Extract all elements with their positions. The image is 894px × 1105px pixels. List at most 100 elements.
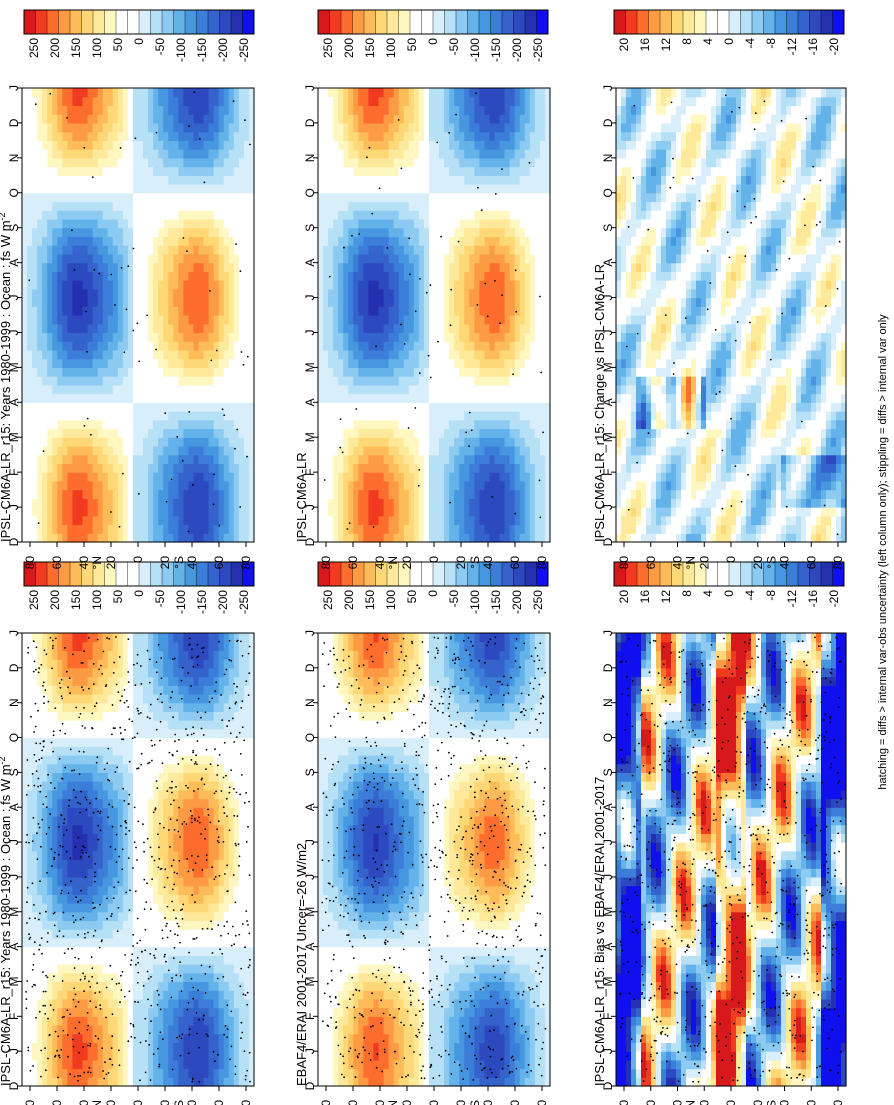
stipple-dot bbox=[173, 871, 176, 874]
heatmap-cell bbox=[469, 702, 475, 712]
stipple-dot bbox=[27, 1046, 30, 1049]
lat-tick-label: 40 bbox=[77, 1100, 91, 1105]
heatmap-cell bbox=[363, 728, 370, 739]
heatmap-cell bbox=[393, 868, 400, 878]
heatmap-cell bbox=[87, 911, 94, 922]
heatmap-cell bbox=[454, 711, 460, 721]
heatmap-cell bbox=[107, 903, 114, 913]
lat-tick-label: 80 bbox=[23, 1100, 37, 1105]
heatmap-cell bbox=[353, 990, 359, 1000]
stipple-dot bbox=[41, 749, 43, 752]
heatmap-cell bbox=[158, 955, 164, 965]
heatmap-cell bbox=[188, 981, 195, 991]
heatmap-cell bbox=[178, 772, 184, 782]
heatmap-cell bbox=[37, 702, 43, 712]
heatmap-cell bbox=[243, 720, 250, 730]
heatmap-cell bbox=[408, 859, 415, 869]
heatmap-cell bbox=[198, 911, 205, 922]
heatmap-cell bbox=[378, 693, 385, 704]
stipple-dot bbox=[139, 1079, 141, 1082]
heatmap-cell bbox=[323, 850, 329, 861]
heatmap-cell bbox=[444, 815, 450, 826]
stipple-dot bbox=[63, 822, 65, 825]
stipple-dot bbox=[41, 952, 43, 955]
heatmap-cell bbox=[328, 990, 334, 1000]
heatmap-cell bbox=[459, 1007, 465, 1017]
heatmap-cell bbox=[223, 772, 230, 782]
heatmap-cell bbox=[188, 876, 195, 887]
heatmap-cell bbox=[248, 772, 255, 782]
heatmap-cell bbox=[32, 1025, 38, 1035]
heatmap-cell bbox=[428, 894, 435, 904]
heatmap-cell bbox=[153, 929, 159, 939]
heatmap-cell bbox=[408, 894, 415, 904]
stipple-dot bbox=[169, 803, 172, 806]
heatmap-cell bbox=[243, 754, 250, 765]
heatmap-cell bbox=[112, 937, 119, 948]
heatmap-cell bbox=[378, 842, 385, 852]
stipple-dot bbox=[176, 872, 179, 875]
heatmap-cell bbox=[318, 911, 324, 922]
heatmap-cell bbox=[132, 998, 139, 1009]
heatmap-cell bbox=[112, 815, 119, 826]
heatmap-cell bbox=[198, 676, 205, 686]
heatmap-cell bbox=[57, 955, 63, 965]
stipple-dot bbox=[122, 738, 125, 741]
heatmap-cell bbox=[413, 1068, 420, 1078]
heatmap-cell bbox=[37, 911, 43, 922]
heatmap-cell bbox=[213, 781, 220, 791]
heatmap-cell bbox=[107, 685, 114, 695]
heatmap-cell bbox=[378, 1059, 385, 1070]
heatmap-cell bbox=[148, 859, 154, 869]
heatmap-cell bbox=[223, 894, 230, 904]
heatmap-cell bbox=[32, 964, 38, 974]
heatmap-cell bbox=[318, 972, 324, 983]
heatmap-cell bbox=[423, 650, 430, 660]
heatmap-cell bbox=[27, 676, 33, 686]
stipple-dot bbox=[196, 711, 199, 714]
heatmap-cell bbox=[323, 702, 329, 712]
heatmap-cell bbox=[87, 1007, 94, 1017]
heatmap-cell bbox=[27, 772, 33, 782]
heatmap-cell bbox=[318, 807, 324, 817]
heatmap-cell bbox=[444, 1042, 450, 1052]
heatmap-cell bbox=[218, 815, 225, 826]
heatmap-cell bbox=[77, 1059, 84, 1070]
heatmap-cell bbox=[378, 868, 385, 878]
heatmap-cell bbox=[203, 641, 210, 652]
heatmap-cell bbox=[138, 667, 144, 678]
heatmap-cell bbox=[122, 1042, 129, 1052]
heatmap-cell bbox=[32, 772, 38, 782]
stipple-dot bbox=[45, 653, 48, 656]
heatmap-cell bbox=[393, 946, 400, 956]
heatmap-cell bbox=[469, 946, 475, 956]
heatmap-cell bbox=[97, 842, 104, 852]
heatmap-cell bbox=[132, 1025, 139, 1035]
stipple-dot bbox=[98, 668, 100, 671]
heatmap-cell bbox=[67, 746, 74, 756]
heatmap-cell bbox=[158, 641, 164, 652]
heatmap-cell bbox=[393, 702, 400, 712]
heatmap-cell bbox=[243, 1068, 250, 1078]
heatmap-cell bbox=[428, 981, 435, 991]
heatmap-cell bbox=[107, 1059, 114, 1070]
heatmap-cell bbox=[213, 911, 220, 922]
stipple-dot bbox=[204, 992, 207, 994]
heatmap-cell bbox=[62, 789, 68, 800]
heatmap-cell bbox=[383, 929, 390, 939]
heatmap-cell bbox=[338, 876, 344, 887]
heatmap-cell bbox=[469, 955, 475, 965]
heatmap-cell bbox=[233, 876, 240, 887]
heatmap-cell bbox=[388, 1025, 395, 1035]
heatmap-cell bbox=[27, 1077, 33, 1087]
heatmap-cell bbox=[148, 667, 154, 678]
heatmap-cell bbox=[143, 807, 149, 817]
heatmap-cell bbox=[188, 833, 195, 843]
heatmap-cell bbox=[243, 876, 250, 887]
stipple-dot bbox=[33, 660, 36, 663]
heatmap-cell bbox=[418, 946, 425, 956]
stipple-dot bbox=[190, 733, 193, 736]
stipple-dot bbox=[238, 933, 241, 936]
heatmap-cell bbox=[42, 676, 48, 686]
stipple-dot bbox=[133, 736, 136, 739]
